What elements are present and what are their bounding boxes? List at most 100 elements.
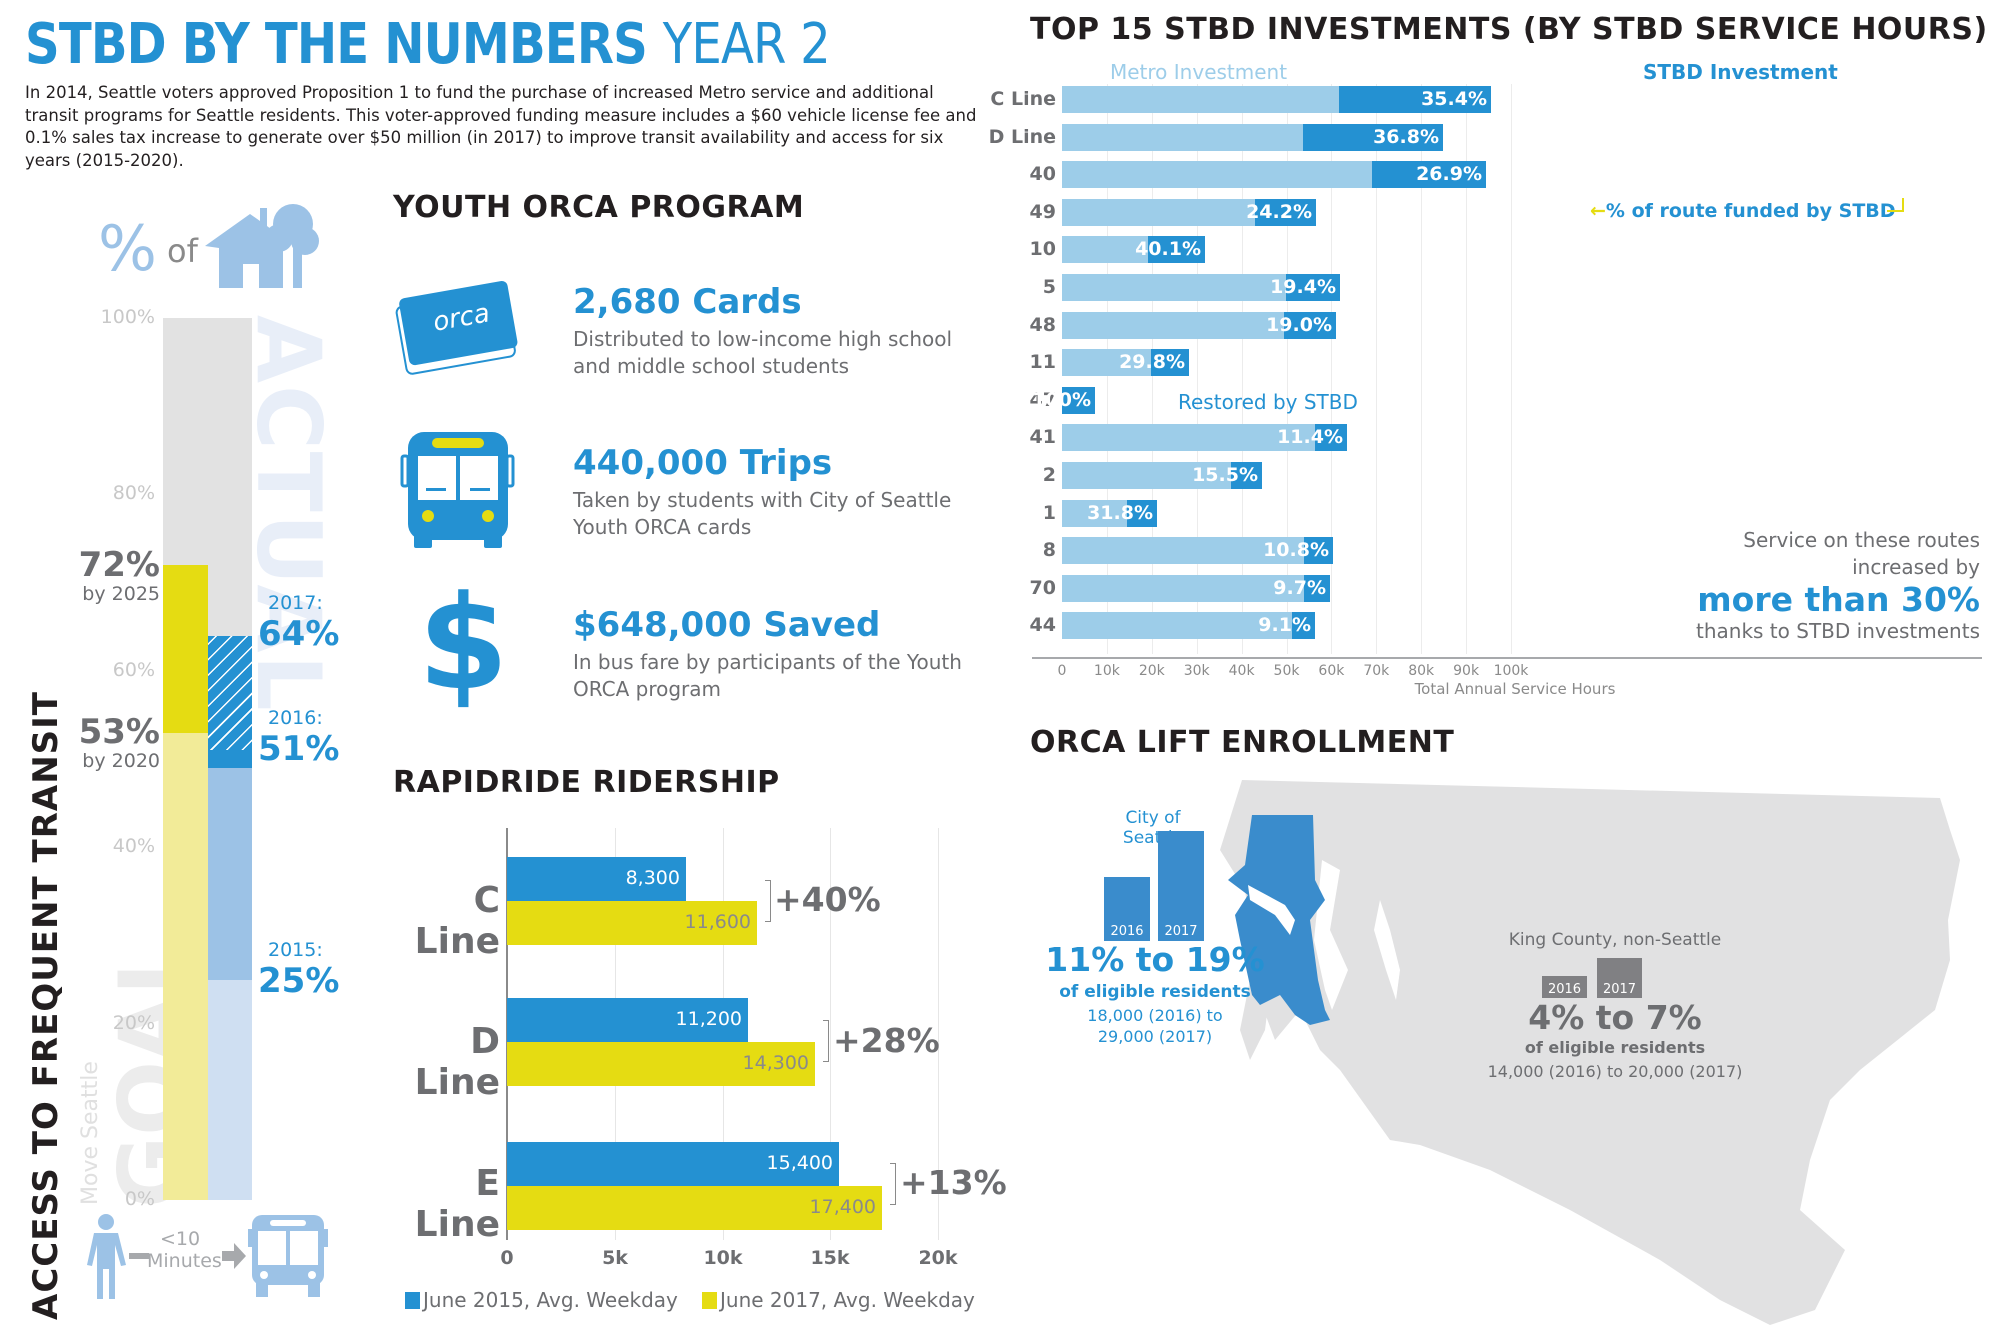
stbd-percent: 100% bbox=[1032, 389, 1091, 411]
gridline bbox=[1197, 84, 1198, 654]
seattle-sub: of eligible residents bbox=[1059, 982, 1251, 1002]
y-tick: 0% bbox=[124, 1188, 155, 1210]
rr-category-label: C Line bbox=[414, 880, 500, 962]
rr-bar-value: 11,600 bbox=[684, 911, 751, 933]
x-axis-label: Total Annual Service Hours bbox=[1414, 680, 1616, 698]
rr-bar-2015: 8,300 bbox=[507, 857, 686, 901]
x-tick: 40k bbox=[1228, 663, 1255, 679]
bracket bbox=[823, 1020, 829, 1062]
arrow-left-icon: ← bbox=[1590, 200, 1606, 222]
stbd-segment: 31.8% bbox=[1087, 500, 1157, 527]
x-tick: 80k bbox=[1408, 663, 1435, 679]
route-bar: 9.7% bbox=[1062, 575, 1330, 602]
rapidride-title: RAPIDRIDE RIDERSHIP bbox=[393, 765, 780, 800]
x-axis-line bbox=[1032, 657, 1982, 659]
rr-change: +28% bbox=[833, 1021, 940, 1060]
stbd-segment: 11.4% bbox=[1277, 424, 1347, 451]
bracket bbox=[890, 1163, 896, 1205]
title-thin: YEAR 2 bbox=[662, 12, 831, 77]
x-tick: 15k bbox=[810, 1247, 850, 1269]
route-label: 8 bbox=[1042, 539, 1056, 561]
x-tick: 50k bbox=[1273, 663, 1300, 679]
legend-2015: June 2015, Avg. Weekday bbox=[405, 1288, 678, 1312]
gridline bbox=[1511, 84, 1512, 654]
rr-bar-value: 11,200 bbox=[675, 1008, 742, 1030]
route-label: 48 bbox=[1029, 314, 1056, 336]
route-bar: 10.8% bbox=[1062, 537, 1333, 564]
route-label: 1 bbox=[1042, 502, 1056, 524]
actual-2016-fill bbox=[208, 768, 252, 980]
intro-paragraph: In 2014, Seattle voters approved Proposi… bbox=[25, 83, 977, 170]
annotation-label: % of route funded by STBD bbox=[1605, 200, 1896, 222]
callout-line1: Service on these routes bbox=[1743, 528, 1980, 552]
rr-category-label: D Line bbox=[414, 1021, 500, 1103]
rr-change: +13% bbox=[900, 1163, 1007, 1202]
actual-2015-value: 25% bbox=[258, 961, 340, 1001]
goal-2025-label: by 2025 bbox=[82, 583, 160, 605]
rr-bar-value: 17,400 bbox=[809, 1196, 876, 1218]
gridline bbox=[1376, 84, 1377, 654]
route-bar: 19.0% bbox=[1062, 312, 1336, 339]
legend-label: June 2017, Avg. Weekday bbox=[720, 1288, 975, 1312]
king-county-label: King County, non-Seattle bbox=[1508, 930, 1722, 950]
actual-2016-value: 51% bbox=[258, 729, 340, 769]
route-bar: 40.1% bbox=[1062, 236, 1205, 263]
route-label: 5 bbox=[1042, 276, 1056, 298]
x-tick: 0 bbox=[1057, 663, 1067, 679]
stbd-percent: 9.7% bbox=[1273, 577, 1326, 599]
of-text: of bbox=[167, 232, 198, 270]
house-tree-icon bbox=[205, 204, 319, 288]
actual-2017-year: 2017: bbox=[268, 592, 323, 614]
seattle-detail-2: 29,000 (2017) bbox=[1097, 1027, 1213, 1046]
trips-stat-desc: Taken by students with City of Seattle Y… bbox=[573, 488, 952, 539]
walk-arrow-shaft bbox=[129, 1253, 149, 1259]
actual-2015-year: 2015: bbox=[268, 939, 323, 961]
route-bar: 15.5% bbox=[1062, 462, 1262, 489]
cards-stat-headline: 2,680 Cards bbox=[573, 282, 802, 322]
access-section-title: ACCESS TO FREQUENT TRANSIT bbox=[26, 691, 66, 1320]
route-label: D Line bbox=[988, 126, 1056, 148]
stbd-segment: 9.7% bbox=[1273, 575, 1330, 602]
legend-swatch bbox=[702, 1291, 717, 1309]
legend-metro: Metro Investment bbox=[1110, 60, 1288, 84]
x-tick: 60k bbox=[1318, 663, 1345, 679]
rr-category-label: E Line bbox=[414, 1163, 500, 1245]
stbd-percent: 24.2% bbox=[1246, 201, 1312, 223]
rr-bar-2017: 14,300 bbox=[507, 1042, 815, 1086]
x-tick: 90k bbox=[1453, 663, 1480, 679]
goal-2020-segment bbox=[163, 733, 208, 1200]
king-bar-2017: 2017 bbox=[1597, 958, 1642, 998]
bus-icon bbox=[400, 432, 515, 548]
bus-icon bbox=[248, 1215, 328, 1297]
arrow-right-icon bbox=[222, 1243, 246, 1269]
goal-2025-segment bbox=[163, 565, 208, 733]
route-bar: 100% bbox=[1032, 387, 1095, 414]
saved-stat-desc: In bus fare by participants of the Youth… bbox=[573, 650, 962, 701]
saved-stat-headline: $648,000 Saved bbox=[573, 605, 881, 645]
route-bar: 29.8% bbox=[1062, 349, 1189, 376]
king-headline: 4% to 7% bbox=[1528, 998, 1702, 1037]
gridline bbox=[1331, 84, 1332, 654]
king-detail: 14,000 (2016) to 20,000 (2017) bbox=[1487, 1062, 1743, 1081]
stbd-percent: 40.1% bbox=[1135, 238, 1201, 260]
route-label: 41 bbox=[1029, 426, 1056, 448]
gridline bbox=[1421, 84, 1422, 654]
stbd-segment: 19.4% bbox=[1270, 274, 1340, 301]
bar-year: 2016 bbox=[1110, 924, 1144, 939]
gridline bbox=[830, 828, 831, 1240]
x-tick: 10k bbox=[1093, 663, 1120, 679]
callout-line2: increased by bbox=[1852, 555, 1980, 579]
walk-time-unit: Minutes bbox=[147, 1250, 222, 1272]
annotation-connector bbox=[1887, 198, 1904, 212]
stbd-segment: 40.1% bbox=[1135, 236, 1205, 263]
stbd-percent: 15.5% bbox=[1192, 464, 1258, 486]
bar-year: 2017 bbox=[1164, 924, 1198, 939]
stbd-percent: 19.0% bbox=[1266, 314, 1332, 336]
route-label: 70 bbox=[1029, 577, 1056, 599]
route-bar: 35.4% bbox=[1062, 86, 1491, 113]
bar-year: 2017 bbox=[1602, 982, 1637, 997]
investments-title: TOP 15 STBD INVESTMENTS (BY STBD SERVICE… bbox=[1030, 12, 1988, 47]
route-bar: 24.2% bbox=[1062, 199, 1316, 226]
rr-bar-2017: 11,600 bbox=[507, 901, 757, 945]
seattle-bar-2016: 2016 bbox=[1104, 877, 1150, 941]
